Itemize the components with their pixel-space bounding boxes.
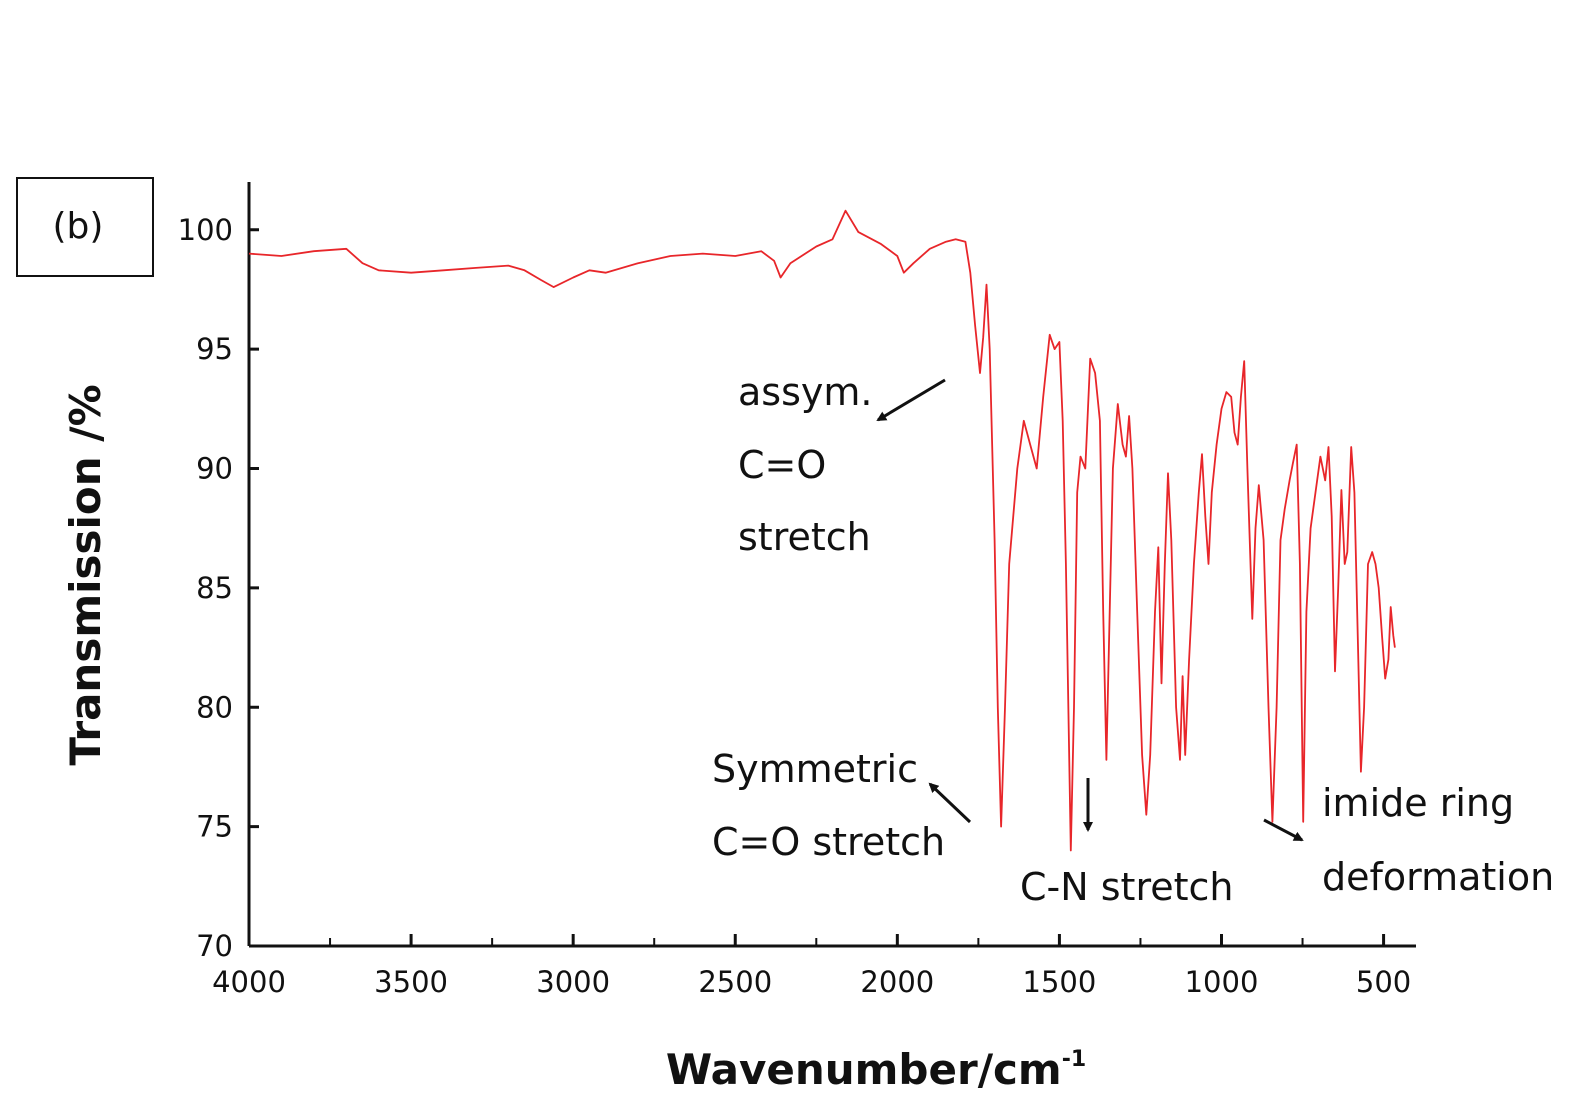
annotation-imide: imide ring deformation <box>1263 781 1554 899</box>
annotation-cn-line-1: C-N stretch <box>1020 865 1234 909</box>
x-tick-label: 2500 <box>698 965 772 999</box>
annotation-imide-line-1: imide ring <box>1322 781 1514 825</box>
x-axis-title-main: Wavenumber/cm <box>666 1045 1062 1094</box>
annotation-assym-co: assym. C=O stretch <box>738 370 946 559</box>
x-axis-title-superscript: -1 <box>1062 1047 1086 1072</box>
annotation-imide-arrow <box>1263 818 1304 842</box>
y-tick-label: 70 <box>196 929 233 963</box>
annotation-symmetric-line-1: Symmetric <box>712 747 918 791</box>
panel-label: (b) <box>53 206 104 247</box>
annotation-symmetric-arrow <box>928 782 972 824</box>
series-group <box>248 209 1396 852</box>
x-tick-label: 1500 <box>1023 965 1097 999</box>
x-tick-label: 3000 <box>536 965 610 999</box>
x-tick-label: 2000 <box>860 965 934 999</box>
y-tick-label: 100 <box>178 213 233 247</box>
annotation-cn: C-N stretch <box>1020 778 1234 909</box>
annotation-symmetric-line-2: C=O stretch <box>712 820 945 864</box>
spectrum-line <box>248 209 1396 852</box>
x-tick-label: 1000 <box>1185 965 1259 999</box>
annotation-imide-line-2: deformation <box>1322 855 1554 899</box>
ticks: 70 75 80 85 90 95 100 4000 3500 3000 2500 2000 1500 1… <box>178 213 1412 999</box>
x-tick-label: 500 <box>1356 965 1411 999</box>
y-tick-label: 75 <box>196 810 233 844</box>
annotation-assym-line-1: assym. <box>738 370 872 414</box>
y-tick-label: 95 <box>196 332 233 366</box>
x-axis-title: Wavenumber/cm-1 <box>666 1045 1086 1094</box>
annotation-symmetric-co: Symmetric C=O stretch <box>712 747 972 864</box>
y-tick-label: 90 <box>196 452 233 486</box>
panel-label-box <box>16 177 154 277</box>
annotation-assym-line-2: C=O <box>738 443 826 487</box>
annotation-assym-arrow <box>876 378 946 422</box>
annotation-assym-line-3: stretch <box>738 515 871 559</box>
y-axis-title: Transmission /% <box>61 384 110 765</box>
x-tick-label: 3500 <box>374 965 448 999</box>
x-tick-label: 4000 <box>212 965 286 999</box>
y-tick-label: 80 <box>196 690 233 724</box>
y-tick-label: 85 <box>196 571 233 605</box>
